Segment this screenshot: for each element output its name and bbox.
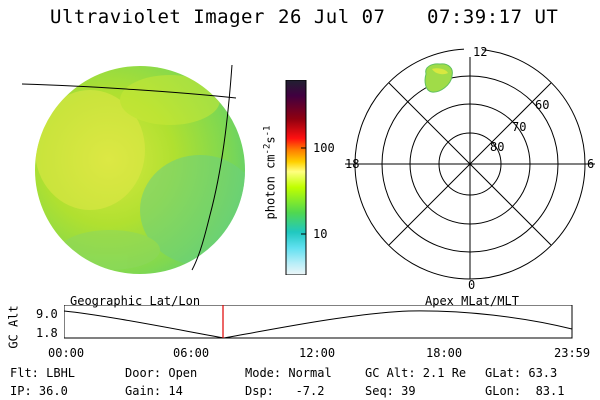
time-tick-0600: 06:00 — [173, 346, 210, 360]
altitude-curve — [64, 310, 573, 339]
altitude-ylabel: GC Alt — [6, 305, 21, 349]
status-mode: Mode: Normal — [245, 366, 332, 380]
polar-diagonal-2 — [388, 82, 552, 246]
status-ip: IP: 36.0 — [10, 384, 68, 398]
status-glat: GLat: 63.3 — [485, 366, 558, 380]
date-label: 26 Jul 07 — [278, 6, 386, 28]
status-door: Door: Open — [125, 366, 198, 380]
polar-mlt-plot: 12 18 6 0 60 70 80 — [345, 45, 595, 292]
lat-label-70: 70 — [512, 120, 526, 134]
colorbar-unit-s: s — [263, 136, 278, 144]
time-label: 07:39:17 UT — [427, 6, 559, 28]
mlt-label-12: 12 — [473, 45, 487, 59]
status-glon: GLon: 83.1 — [485, 384, 565, 398]
status-gain: Gain: 14 — [125, 384, 183, 398]
colorbar-unit-sup2: -1 — [262, 125, 273, 137]
time-tick-0000: 00:00 — [48, 346, 85, 360]
colorbar-unit-text: photon cm — [263, 154, 278, 220]
label-bg-12 — [464, 45, 482, 57]
mlt-label-18: 18 — [345, 157, 359, 171]
time-tick-2359: 23:59 — [554, 346, 591, 360]
polar-image-footprint — [424, 63, 453, 93]
colorbar-tick-10: 10 — [313, 227, 328, 241]
altitude-ymin: 1.8 — [36, 326, 58, 340]
altitude-timeline-plot — [64, 305, 573, 339]
mlt-label-0: 0 — [468, 278, 475, 292]
status-dsp: Dsp: -7.2 — [245, 384, 325, 398]
status-filter: Flt: LBHL — [10, 366, 76, 380]
lat-label-60: 60 — [535, 98, 549, 112]
geographic-image-panel — [21, 64, 245, 274]
colorbar-unit-label: photon cm-2s-1 — [263, 93, 278, 253]
latitude-line — [21, 83, 237, 99]
status-gc-alt: GC Alt: 2.1 Re — [365, 366, 467, 380]
color-scale-bar — [285, 80, 307, 275]
lat-label-80: 80 — [490, 140, 504, 154]
time-tick-1800: 18:00 — [426, 346, 463, 360]
status-seq: Seq: 39 — [365, 384, 416, 398]
time-tick-1200: 12:00 — [299, 346, 336, 360]
longitude-line — [191, 64, 233, 271]
colorbar-tick-100: 100 — [313, 141, 335, 155]
instrument-title: Ultraviolet Imager — [50, 6, 265, 28]
altitude-ymax: 9.0 — [36, 307, 58, 321]
mlt-label-6: 6 — [587, 157, 594, 171]
colorbar-unit-sup1: -2 — [262, 143, 273, 155]
